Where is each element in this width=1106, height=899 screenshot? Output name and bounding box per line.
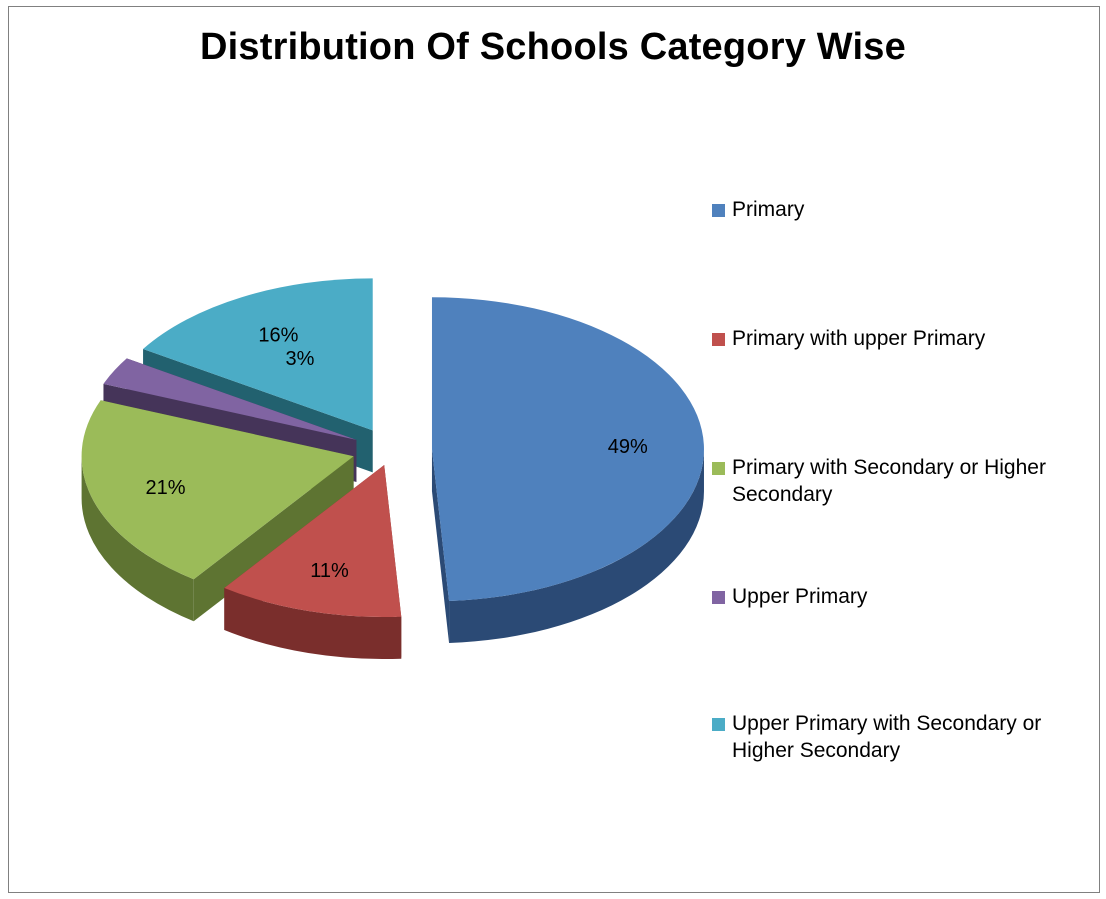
legend-item-primary-with-upper-primary: Primary with upper Primary (712, 325, 1082, 352)
chart-title: Distribution Of Schools Category Wise (200, 26, 906, 68)
slice-top-primary-with-secondary (81, 400, 354, 580)
slice-rim-primary (449, 449, 704, 643)
slice-side-wall-primary-with-secondary-1 (193, 456, 354, 622)
legend-swatch-upper-primary (712, 591, 725, 604)
legend-swatch-primary (712, 204, 725, 217)
legend-swatch-primary-with-upper-primary (712, 333, 725, 346)
slice-side-wall-primary-2 (431, 449, 450, 643)
data-label-upper-primary: 3% (286, 348, 315, 370)
slice-top-upper-primary (103, 358, 357, 440)
legend-label-primary-with-secondary: Primary with Secondary or Higher Seconda… (732, 456, 1046, 506)
data-label-primary-with-secondary: 21% (146, 477, 186, 499)
legend-swatch-upper-primary-with-secondary (712, 718, 725, 731)
data-label-primary-with-upper-primary: 11% (310, 560, 349, 582)
data-label-upper-primary-with-secondary: 16% (258, 325, 298, 347)
legend-swatch-primary-with-secondary (712, 462, 725, 475)
legend-item-upper-primary: Upper Primary (712, 583, 1082, 610)
pie-slice-primary-with-upper-primary (224, 465, 402, 660)
pie-slice-primary (431, 297, 704, 643)
legend-label-upper-primary: Upper Primary (732, 585, 868, 608)
slice-rim-primary-with-secondary (81, 456, 194, 622)
slice-top-upper-primary-with-secondary (143, 278, 373, 431)
slice-rim-primary-with-upper-primary (224, 587, 402, 660)
legend-item-upper-primary-with-secondary: Upper Primary with Secondary or Higher S… (712, 710, 1082, 764)
pie-slice-primary-with-secondary (81, 400, 354, 622)
legend-item-primary-with-secondary: Primary with Secondary or Higher Seconda… (712, 454, 1082, 508)
data-label-primary: 49% (608, 436, 648, 458)
slice-top-primary-with-upper-primary (224, 465, 402, 618)
slice-top-primary (431, 297, 704, 601)
legend-label-primary-with-upper-primary: Primary with upper Primary (732, 327, 986, 350)
legend-label-upper-primary-with-secondary: Upper Primary with Secondary or Higher S… (732, 712, 1042, 762)
legend-item-primary: Primary (712, 196, 1082, 223)
legend-label-primary: Primary (732, 198, 805, 221)
